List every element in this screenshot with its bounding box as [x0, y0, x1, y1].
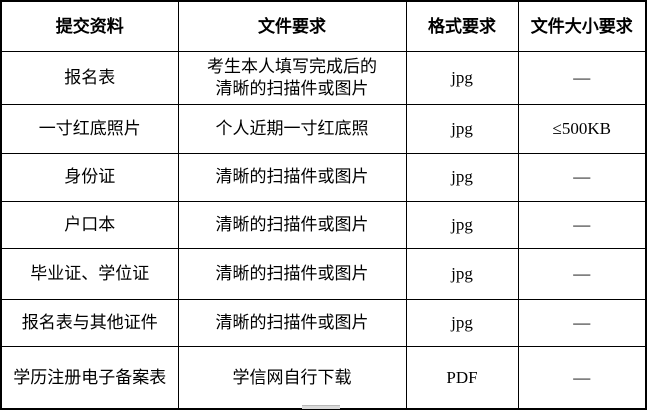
- table-row: 一寸红底照片 个人近期一寸红底照 jpg ≤500KB: [0, 103, 647, 154]
- cell-size: ≤500KB: [517, 103, 647, 154]
- header-cell-format: 格式要求: [405, 0, 519, 52]
- cell-requirement: 清晰的扫描件或图片: [177, 298, 407, 347]
- table-row: 毕业证、学位证 清晰的扫描件或图片 jpg —: [0, 247, 647, 300]
- cell-material: 报名表与其他证件: [0, 298, 179, 347]
- cell-requirement: 清晰的扫描件或图片: [177, 152, 407, 202]
- table-row: 身份证 清晰的扫描件或图片 jpg —: [0, 152, 647, 202]
- cell-material: 身份证: [0, 152, 179, 202]
- cell-format: jpg: [405, 152, 519, 202]
- cell-size: —: [517, 345, 647, 410]
- cell-requirement: 个人近期一寸红底照: [177, 103, 407, 154]
- cell-material: 毕业证、学位证: [0, 247, 179, 300]
- cell-format: jpg: [405, 200, 519, 249]
- horizontal-scrollbar-thumb[interactable]: [302, 405, 340, 409]
- cell-requirement: 考生本人填写完成后的 清晰的扫描件或图片: [177, 50, 407, 105]
- cell-size: —: [517, 152, 647, 202]
- header-cell-requirement: 文件要求: [177, 0, 407, 52]
- header-cell-material: 提交资料: [0, 0, 179, 52]
- cell-format: jpg: [405, 298, 519, 347]
- table-row: 报名表 考生本人填写完成后的 清晰的扫描件或图片 jpg —: [0, 50, 647, 105]
- cell-requirement: 清晰的扫描件或图片: [177, 247, 407, 300]
- cell-format: jpg: [405, 103, 519, 154]
- table-row: 学历注册电子备案表 学信网自行下载 PDF —: [0, 345, 647, 410]
- cell-size: —: [517, 200, 647, 249]
- cell-material: 学历注册电子备案表: [0, 345, 179, 410]
- table-row: 户口本 清晰的扫描件或图片 jpg —: [0, 200, 647, 249]
- cell-size: —: [517, 50, 647, 105]
- cell-material: 户口本: [0, 200, 179, 249]
- cell-requirement: 学信网自行下载: [177, 345, 407, 410]
- cell-format: PDF: [405, 345, 519, 410]
- cell-format: jpg: [405, 50, 519, 105]
- cell-material: 报名表: [0, 50, 179, 105]
- table-row: 报名表与其他证件 清晰的扫描件或图片 jpg —: [0, 298, 647, 347]
- cell-size: —: [517, 298, 647, 347]
- cell-requirement: 清晰的扫描件或图片: [177, 200, 407, 249]
- cell-size: —: [517, 247, 647, 300]
- cell-material: 一寸红底照片: [0, 103, 179, 154]
- header-cell-size: 文件大小要求: [517, 0, 647, 52]
- cell-format: jpg: [405, 247, 519, 300]
- header-row: 提交资料 文件要求 格式要求 文件大小要求: [0, 0, 647, 52]
